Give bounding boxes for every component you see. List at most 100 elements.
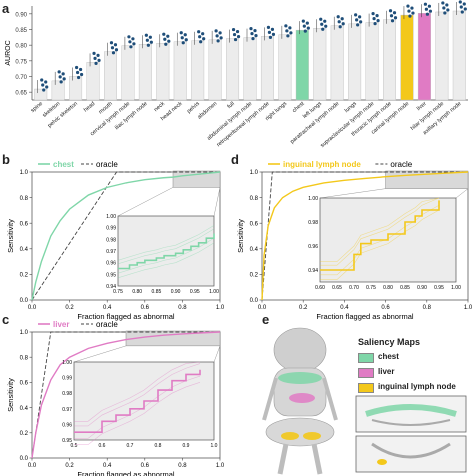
y-axis-label: Sensitivity	[6, 219, 15, 253]
run-dot	[462, 2, 466, 6]
y-tick-label: 0.8	[20, 196, 29, 202]
run-dot	[92, 51, 96, 56]
inset-frame	[117, 215, 215, 287]
run-dot	[443, 11, 447, 15]
inset-x-tick-label: 0.8	[155, 443, 162, 449]
inset-x-tick-label: 0.7	[127, 443, 134, 449]
run-dot	[411, 11, 415, 15]
run-dot	[267, 30, 272, 34]
x-tick-label: 0.6	[381, 305, 390, 311]
run-dot	[144, 33, 148, 37]
inset-x-tick-label: 0.80	[383, 285, 393, 291]
saliency-swatch-chest	[358, 353, 374, 363]
run-dot	[355, 18, 359, 22]
inset-y-tick-label: 0.94	[106, 284, 116, 290]
y-tick-label: 0.4	[20, 406, 29, 412]
inset-x-tick-label: 0.75	[366, 285, 376, 291]
run-dot	[371, 12, 375, 16]
saliency-label-inguinal: inguinal lymph node	[378, 382, 456, 391]
x-tick-label: 0.2	[65, 463, 74, 469]
inset-x-tick-label: 1.0	[211, 443, 218, 449]
x-tick-label: 1.0	[464, 305, 473, 311]
run-dot	[301, 19, 305, 23]
run-dot	[129, 45, 133, 49]
legend-label: chest	[53, 160, 74, 169]
inset-x-tick-label: 0.65	[332, 285, 342, 291]
run-dot	[354, 13, 358, 17]
y-tick-label: 0.6	[20, 221, 29, 227]
inset-y-tick-label: 0.96	[106, 261, 116, 267]
saliency-swatch-liver	[358, 368, 374, 378]
zoom-connector	[455, 188, 469, 199]
run-dot	[97, 58, 101, 63]
inset-sensitivity-line	[74, 369, 201, 434]
bar	[138, 44, 152, 101]
run-dot	[41, 83, 45, 87]
run-dot	[321, 27, 325, 31]
y-tick-label: 0.65	[15, 91, 27, 97]
panel-label-c: c	[2, 312, 10, 327]
panel-label-e: e	[262, 312, 270, 327]
inset-y-tick-label: 1.00	[62, 360, 72, 366]
run-dot	[198, 35, 202, 39]
run-dot	[425, 12, 429, 16]
run-dot	[163, 37, 167, 41]
x-tick-label: 1.0	[216, 305, 225, 311]
inset-y-tick-label: 0.96	[62, 422, 72, 428]
inset-y-tick-label: 0.97	[106, 249, 116, 255]
inset-replicate-line	[74, 361, 201, 422]
run-dot	[390, 19, 395, 23]
bar	[173, 41, 187, 101]
sensitivity-line	[31, 171, 221, 301]
run-dot	[289, 31, 293, 35]
run-dot	[76, 70, 80, 75]
panel-label-a: a	[2, 1, 10, 16]
bar	[383, 19, 396, 101]
y-tick-label: 0.6	[250, 221, 259, 227]
x-axis-label: Fraction flagged as abnormal	[77, 312, 174, 321]
inset-x-tick-label: 0.6	[99, 443, 106, 449]
run-dot	[388, 9, 393, 13]
inset-sensitivity-line	[320, 200, 440, 271]
run-dot	[181, 41, 185, 45]
saliency-thumbnail-chest	[355, 395, 467, 433]
inset-x-tick-label: 0.80	[132, 289, 142, 295]
run-dot	[164, 42, 168, 46]
run-dot	[320, 22, 324, 26]
run-dot	[319, 17, 323, 21]
bar	[226, 38, 240, 101]
inset-replicate-line	[320, 197, 440, 266]
run-dot	[459, 5, 463, 9]
run-dot	[232, 32, 237, 37]
run-dot	[199, 40, 203, 44]
y-tick-label: 0.4	[250, 247, 259, 253]
sensitivity-line	[31, 331, 221, 459]
bar	[278, 34, 292, 101]
run-dot	[338, 25, 342, 29]
run-dot	[202, 37, 206, 41]
x-tick-label: 1.0	[216, 463, 225, 469]
x-tick-label: 0.8	[423, 305, 432, 311]
run-dot	[373, 22, 377, 26]
run-dot	[42, 88, 46, 92]
run-dot	[376, 19, 380, 23]
run-dot	[323, 19, 327, 23]
run-dot	[445, 3, 449, 7]
bar	[156, 43, 170, 101]
run-dot	[162, 32, 166, 36]
run-dot	[305, 21, 309, 25]
run-dot	[219, 36, 223, 40]
x-tick-label: 0.6	[141, 305, 150, 311]
saliency-thumbnail-pelvis	[355, 435, 467, 473]
x-tick-label: 0.2	[65, 305, 74, 311]
run-dot	[131, 37, 135, 41]
saliency-label-liver: liver	[378, 367, 395, 376]
run-dot	[424, 7, 428, 11]
panel-label-d: d	[231, 152, 239, 167]
y-tick-label: 0.2	[20, 431, 29, 437]
run-dot	[77, 75, 81, 80]
plot-frame	[261, 171, 469, 301]
run-dot	[441, 1, 445, 5]
x-tick-label: 0.0	[28, 305, 37, 311]
